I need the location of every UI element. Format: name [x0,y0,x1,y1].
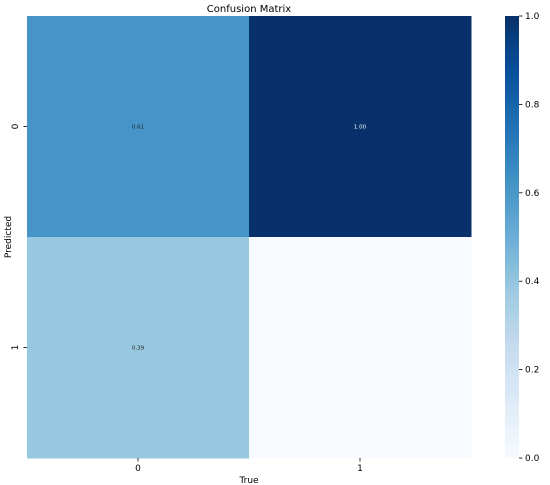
heatmap-cell [249,237,472,459]
colorbar-ticks: 0.0 0.2 0.4 0.6 0.8 1.0 [519,12,540,464]
y-axis-ticks: 01 [11,123,27,350]
colorbar-tick-label: 0.4 [525,277,540,287]
x-tick-label: 1 [357,464,363,474]
heatmap-cell [249,16,472,238]
chart-title: Confusion Matrix [207,4,291,15]
heatmap-cell [27,16,250,238]
colorbar-tick-label: 0.8 [525,100,540,110]
cell-value-label: 1.00 [354,125,367,131]
y-tick-label: 1 [11,345,21,351]
colorbar [505,16,519,458]
colorbar-tick-label: 0.0 [525,454,540,464]
x-tick-label: 0 [135,464,141,474]
y-axis-label: Predicted [4,216,14,258]
colorbar-tick-label: 1.0 [525,12,540,22]
heatmap-cell [27,237,250,459]
cell-value-label: 0.39 [132,346,145,352]
colorbar-tick-label: 0.6 [525,189,540,199]
y-tick-label: 0 [11,123,21,129]
cell-value-label: 0.61 [132,125,144,131]
heatmap-cells: 0.61 1.00 0.39 [27,16,472,459]
x-axis-label: True [238,476,259,485]
colorbar-tick-label: 0.2 [525,366,539,376]
